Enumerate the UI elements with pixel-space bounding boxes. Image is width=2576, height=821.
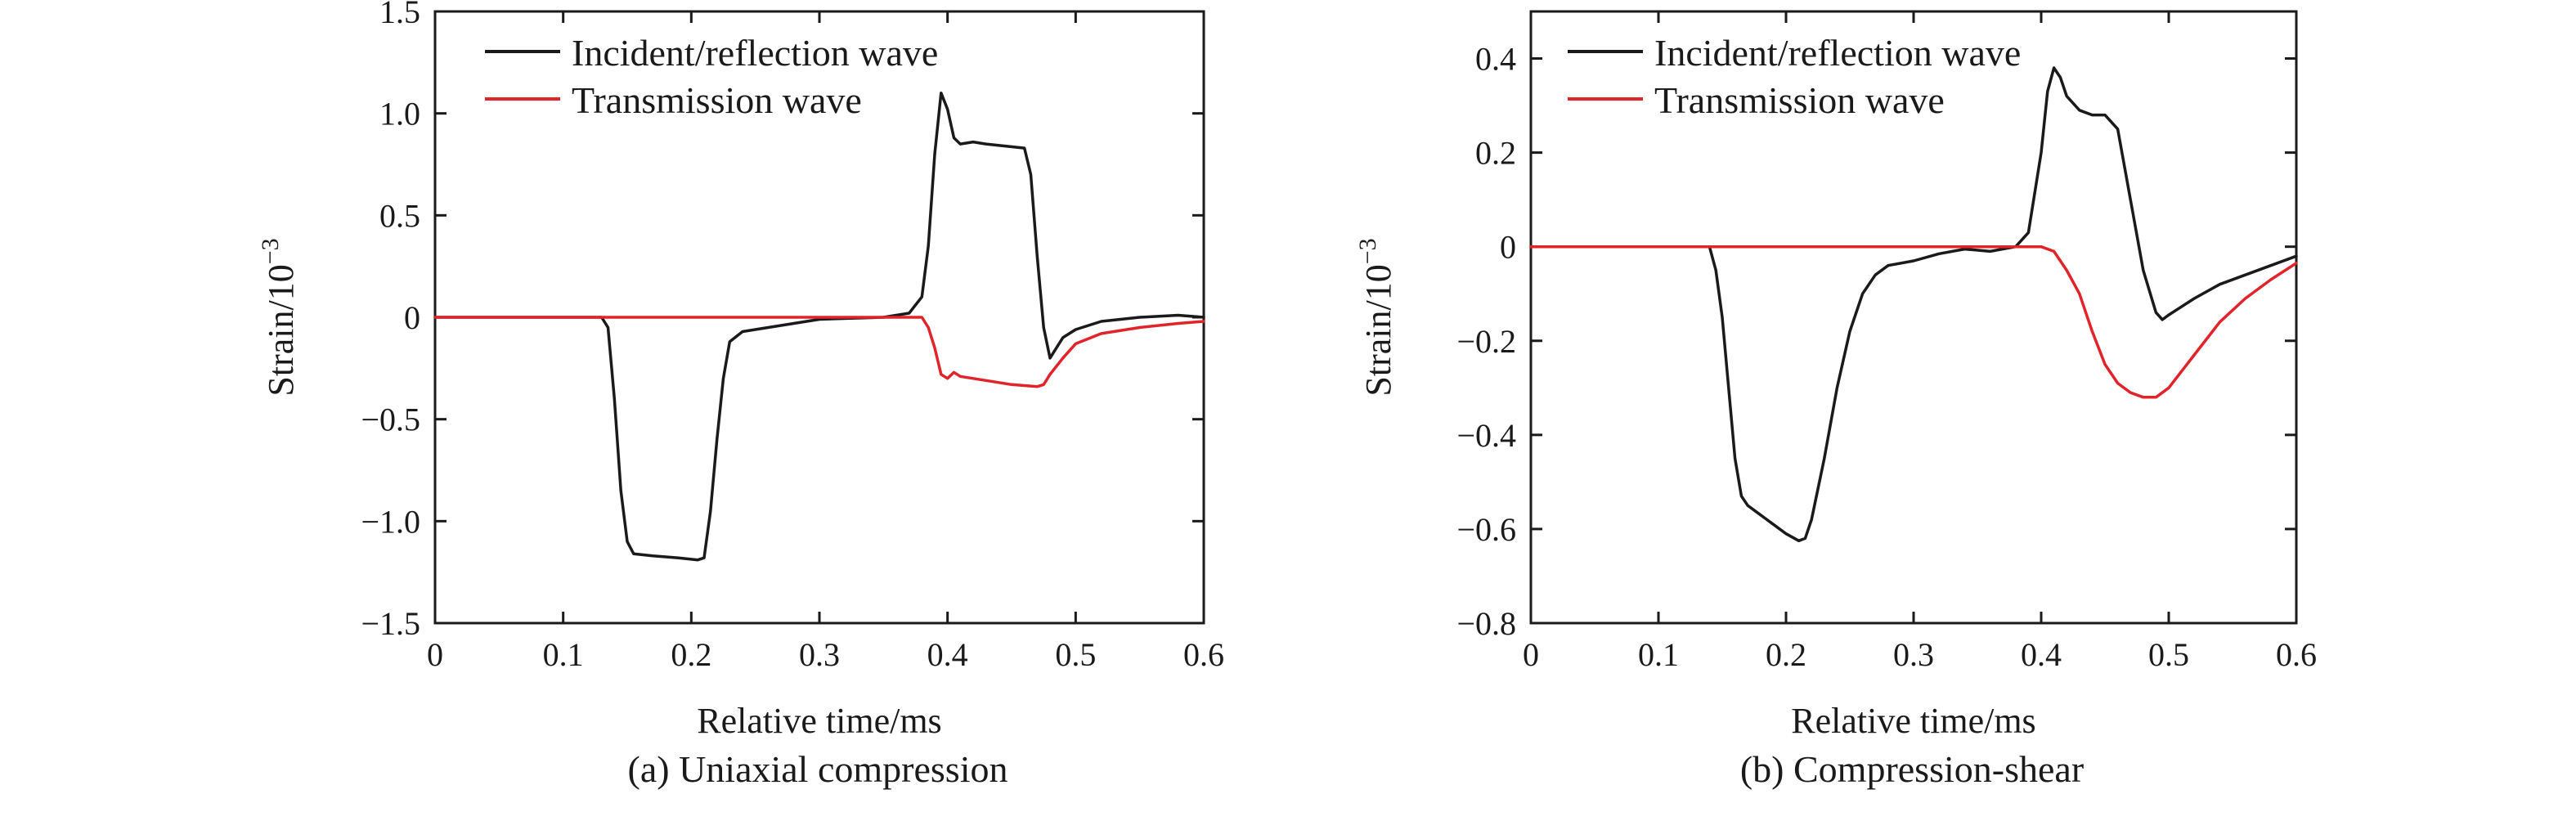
x-tick-label: 0.1	[543, 636, 584, 673]
chart-panel-a: 0 0.1 0.2 0.3 0.4 0.5 0.6 −1.5 −1.0 −0.5 0 0.5 1.0 1.…	[257, 0, 1224, 790]
y-tick-label: 0.2	[1475, 135, 1516, 172]
x-tick-label: 0.5	[2148, 636, 2189, 673]
legend-entry: Transmission wave	[1654, 79, 1945, 121]
x-tick-label: 0.4	[2021, 636, 2062, 673]
x-tick-label: 0.4	[927, 636, 968, 673]
y-tick-label: 0	[1500, 229, 1516, 266]
y-axis-title: Strain/10−3	[1354, 238, 1398, 396]
series-line-transmission	[433, 316, 1205, 388]
series-line-incident-reflection	[433, 91, 1205, 562]
legend-entry: Transmission wave	[572, 79, 862, 121]
x-tick-label: 0.1	[1638, 636, 1679, 673]
y-tick-label: 0.4	[1475, 41, 1516, 78]
y-tick-label: −0.6	[1456, 511, 1516, 548]
x-tick-label: 0.5	[1055, 636, 1096, 673]
y-tick-label: −0.2	[1456, 323, 1516, 360]
y-tick-label: −0.8	[1456, 605, 1516, 642]
y-axis-title: Strain/10−3	[257, 238, 301, 396]
y-tick-label: −1.0	[361, 503, 420, 540]
x-tick-label: 0.2	[671, 636, 711, 673]
legend-entry: Incident/reflection wave	[1654, 32, 2021, 74]
y-tick-label: −1.5	[361, 605, 420, 642]
y-tick-label: −0.5	[361, 402, 420, 438]
x-axis-title: Relative time/ms	[1791, 701, 2035, 741]
x-tick-label: 0.6	[2276, 636, 2317, 673]
y-tick-label: 0	[404, 299, 420, 336]
y-tick-label: 1.5	[379, 0, 420, 30]
x-tick-label: 0.6	[1183, 636, 1224, 673]
x-tick-label: 0.3	[799, 636, 840, 673]
x-tick-label: 0	[427, 636, 443, 673]
x-axis-title: Relative time/ms	[697, 701, 941, 741]
x-tick-label: 0.2	[1766, 636, 1806, 673]
y-tick-label: −0.4	[1456, 417, 1516, 454]
panel-caption: (a) Uniaxial compression	[628, 748, 1008, 790]
series-line-incident-reflection	[1529, 66, 2298, 543]
y-tick-label: 0.5	[379, 197, 420, 234]
legend-entry: Incident/reflection wave	[572, 32, 938, 74]
x-tick-label: 0	[1523, 636, 1539, 673]
x-tick-label: 0.3	[1893, 636, 1934, 673]
y-tick-label: 1.0	[379, 96, 420, 132]
series-line-transmission	[1529, 245, 2298, 399]
chart-panel-b: 0 0.1 0.2 0.3 0.4 0.5 0.6 −0.8 −0.6 −0.4 −0.2 0 0.2 0…	[1354, 10, 2317, 790]
panel-caption: (b) Compression-shear	[1740, 748, 2084, 790]
